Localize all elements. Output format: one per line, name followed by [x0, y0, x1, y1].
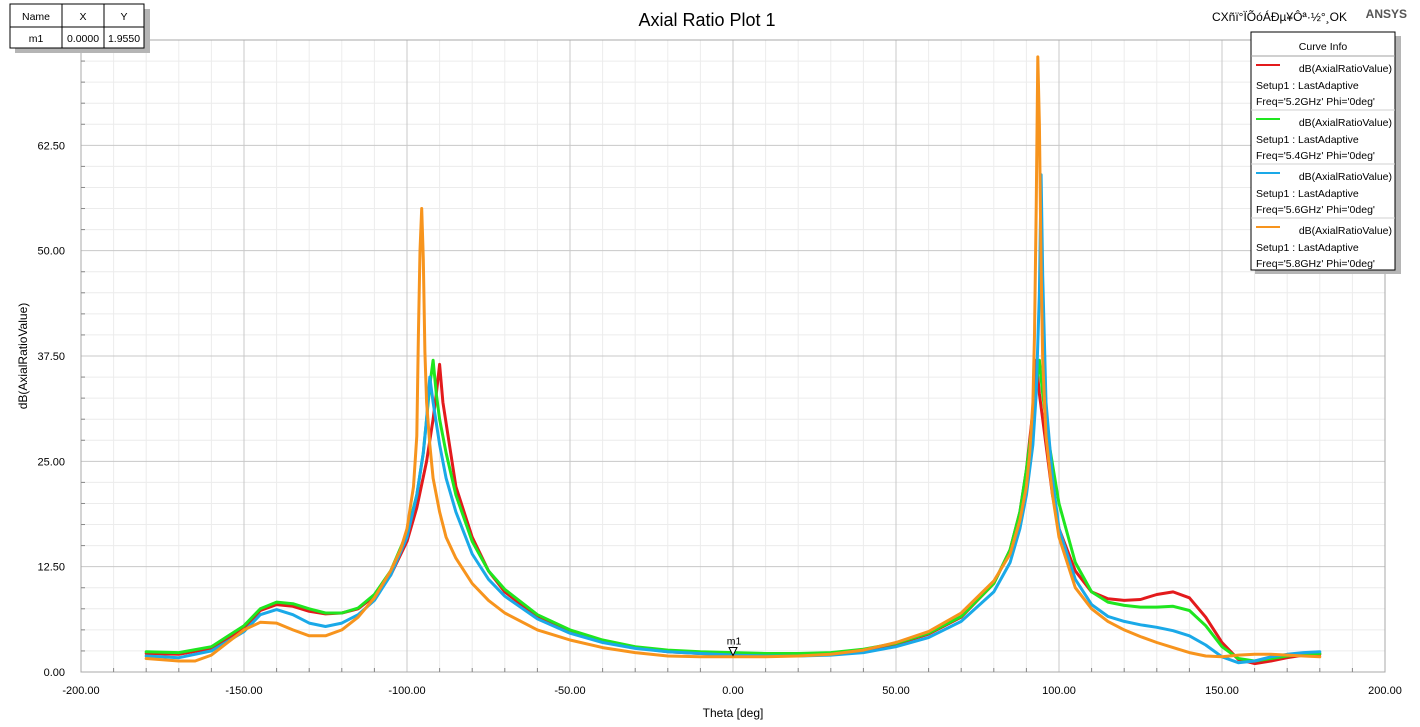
axis-ticks: [81, 60, 1353, 672]
marker-m1-triangle: [728, 647, 738, 657]
x-tick-label: 200.00: [1368, 685, 1402, 697]
marker-table-header-y: Y: [120, 11, 127, 23]
legend-body: [1250, 31, 1396, 271]
marker-table-cell-y: 1.9550: [108, 33, 140, 45]
legend-series-name: dB(AxialRatioValue): [1299, 63, 1392, 75]
legend-setup: Setup1 : LastAdaptive: [1256, 80, 1359, 92]
legend-entry-4[interactable]: dB(AxialRatioValue) Setup1 : LastAdaptive…: [1256, 225, 1392, 270]
legend-series-name: dB(AxialRatioValue): [1299, 117, 1392, 129]
y-tick-label: 50.00: [37, 246, 65, 258]
status-text: CXñï°ÏÕóÁÐµ¥Ôª·½°¸OK: [1212, 9, 1347, 24]
y-tick-labels: 0.00 12.50 25.00 37.50 50.00 62.50: [37, 140, 65, 679]
marker-m1-label: m1: [727, 636, 742, 648]
x-tick-label: -50.00: [554, 685, 585, 697]
x-tick-label: -200.00: [62, 685, 99, 697]
marker-table-cell-x: 0.0000: [67, 33, 99, 45]
x-tick-label: 150.00: [1205, 685, 1239, 697]
y-tick-label: 37.50: [37, 351, 65, 363]
legend-freq: Freq='5.2GHz' Phi='0deg': [1256, 96, 1375, 108]
legend-freq: Freq='5.8GHz' Phi='0deg': [1256, 258, 1375, 270]
marker-table-body: [9, 3, 145, 49]
series-line-4: [144, 55, 1322, 663]
y-tick-label: 12.50: [37, 562, 65, 574]
legend-setup: Setup1 : LastAdaptive: [1256, 242, 1359, 254]
x-tick-label: -150.00: [225, 685, 262, 697]
legend-series-name: dB(AxialRatioValue): [1299, 225, 1392, 237]
series-layer: [144, 55, 1322, 666]
y-tick-label: 62.50: [37, 140, 65, 152]
legend-curve-info[interactable]: Curve Info dB(AxialRatioValue) Setup1 : L…: [1250, 31, 1401, 274]
brand-logo: ANSYS: [1366, 7, 1407, 21]
legend-setup: Setup1 : LastAdaptive: [1256, 134, 1359, 146]
legend-freq: Freq='5.4GHz' Phi='0deg': [1256, 150, 1375, 162]
legend-entry-3[interactable]: dB(AxialRatioValue) Setup1 : LastAdaptive…: [1251, 171, 1395, 219]
legend-entry-1[interactable]: dB(AxialRatioValue) Setup1 : LastAdaptive…: [1251, 63, 1395, 111]
legend-title: Curve Info: [1299, 41, 1348, 53]
y-tick-label: 0.00: [44, 667, 65, 679]
chart-title: Axial Ratio Plot 1: [638, 10, 775, 30]
legend-setup: Setup1 : LastAdaptive: [1256, 188, 1359, 200]
marker-table-cell-name: m1: [29, 33, 44, 45]
marker-layer: m1: [727, 636, 742, 657]
legend-freq: Freq='5.6GHz' Phi='0deg': [1256, 204, 1375, 216]
x-tick-label: 100.00: [1042, 685, 1076, 697]
legend-series-name: dB(AxialRatioValue): [1299, 171, 1392, 183]
x-axis-title: Theta [deg]: [703, 706, 764, 720]
marker-table-header-x: X: [79, 11, 86, 23]
y-tick-label: 25.00: [37, 456, 65, 468]
marker-table[interactable]: Name X Y m1 0.0000 1.9550: [9, 3, 150, 53]
plot-area: [80, 39, 1386, 673]
x-tick-label: 0.00: [722, 685, 743, 697]
x-tick-label: 50.00: [882, 685, 910, 697]
y-axis-title: dB(AxialRatioValue): [16, 303, 30, 410]
marker-table-header-name: Name: [22, 11, 50, 23]
series-line-2: [144, 358, 1322, 663]
x-tick-label: -100.00: [388, 685, 425, 697]
legend-entry-2[interactable]: dB(AxialRatioValue) Setup1 : LastAdaptive…: [1251, 117, 1395, 165]
x-tick-labels: -200.00 -150.00 -100.00 -50.00 0.00 50.00 100.…: [62, 685, 1401, 697]
